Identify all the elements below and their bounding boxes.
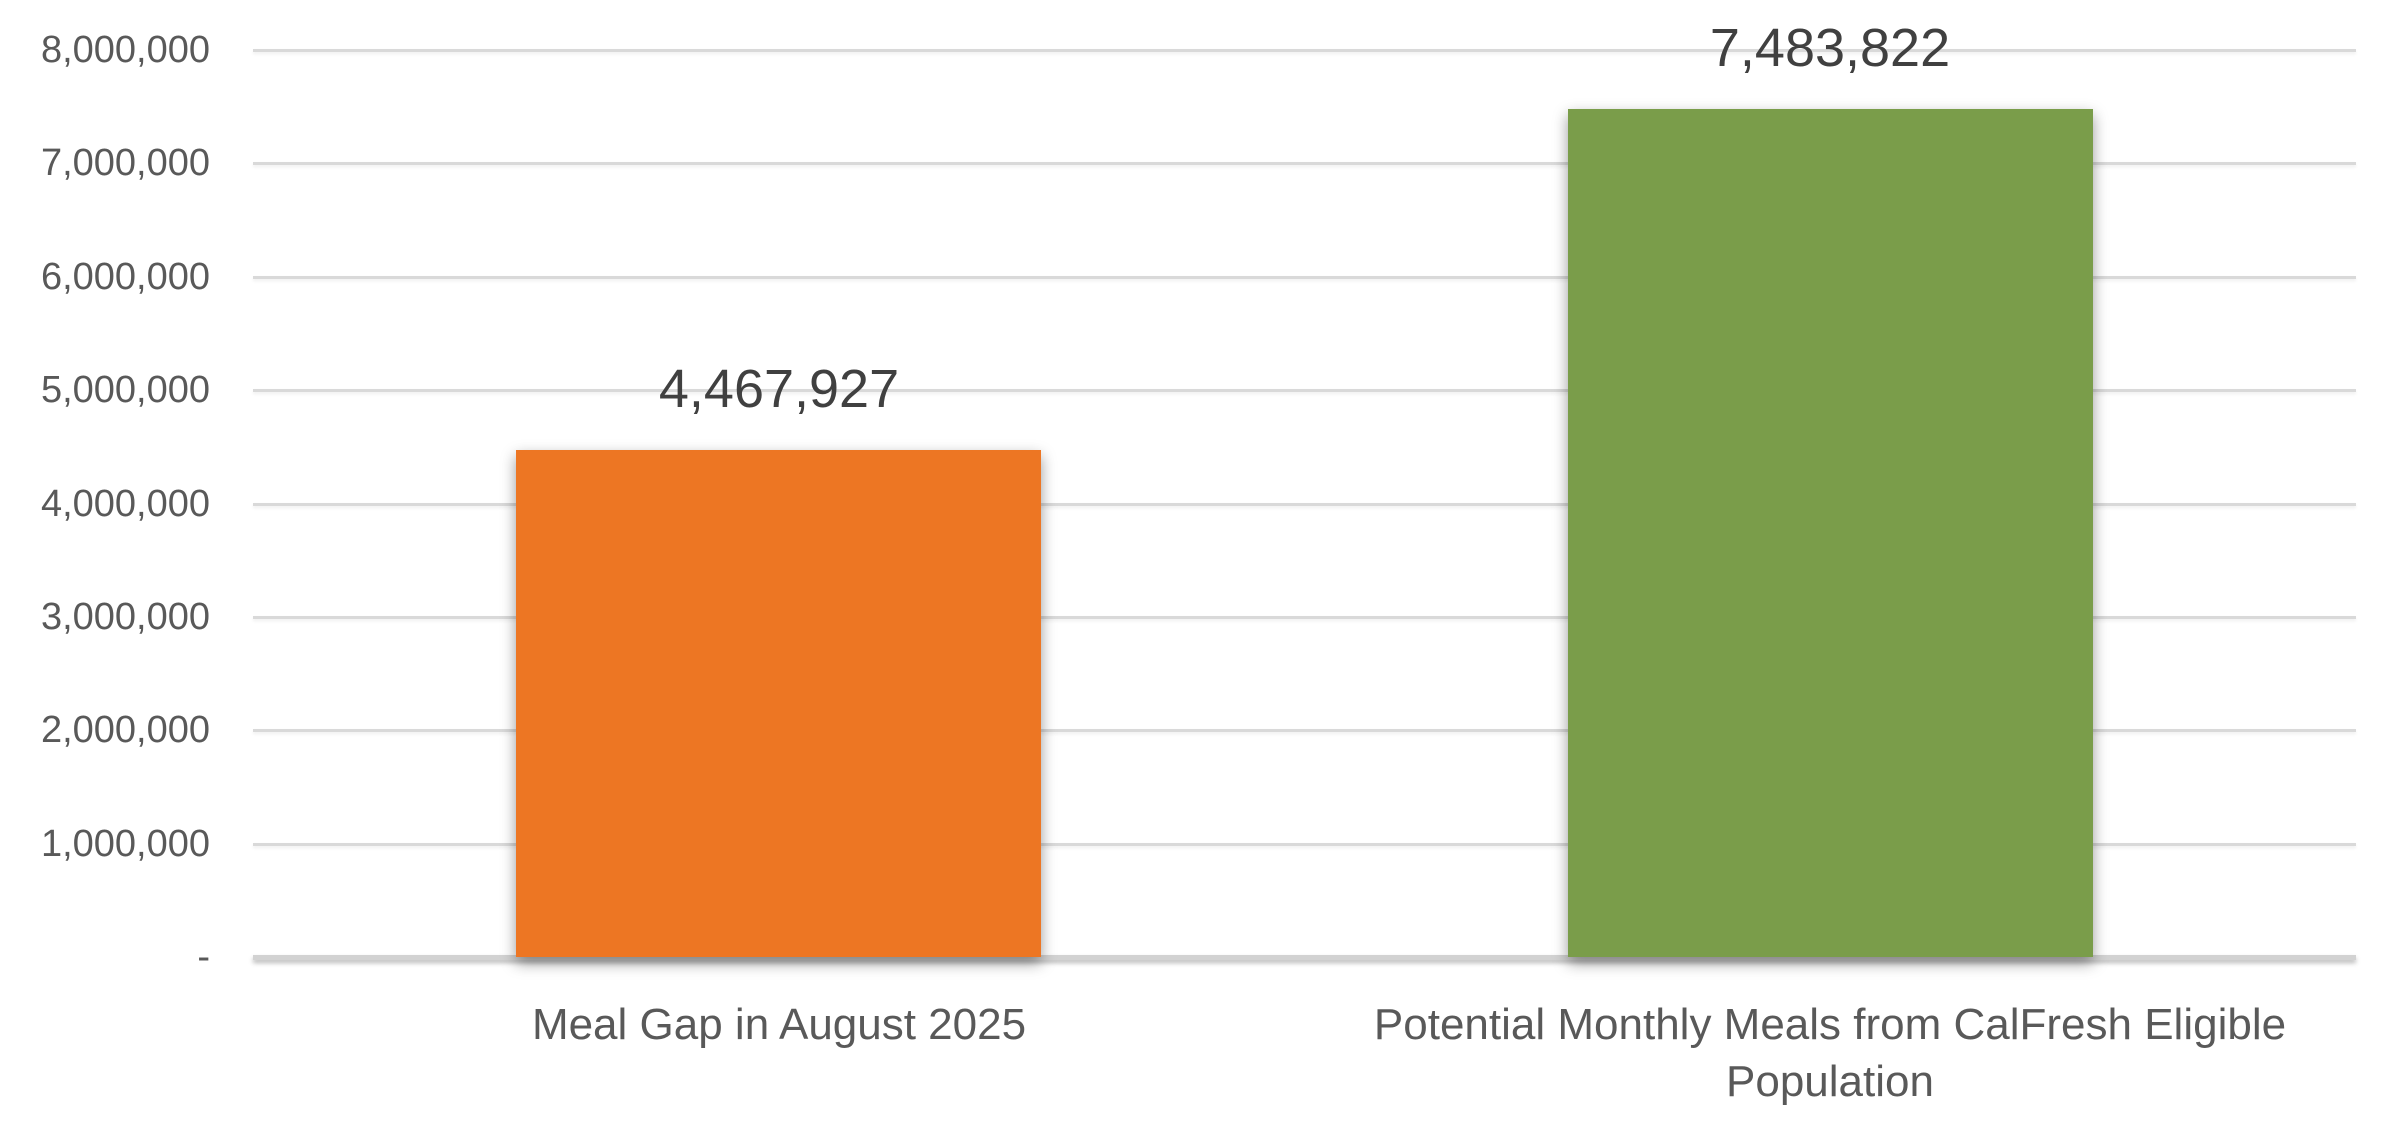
bar-2[interactable]	[1568, 109, 2093, 957]
x-axis-line	[253, 955, 2356, 960]
ytick-label: 4,000,000	[40, 483, 210, 525]
gridline	[253, 843, 2356, 846]
ytick-label: 7,000,000	[40, 142, 210, 184]
gridline	[253, 616, 2356, 619]
gridline	[253, 503, 2356, 506]
ytick-label: 1,000,000	[40, 823, 210, 865]
gridline	[253, 729, 2356, 732]
value-label: 4,467,927	[658, 359, 900, 419]
gridline	[253, 389, 2356, 392]
value-label: 7,483,822	[1709, 18, 1951, 78]
gridline	[253, 276, 2356, 279]
gridline	[253, 162, 2356, 165]
bar-1[interactable]	[516, 450, 1041, 957]
ytick-label: -	[197, 936, 210, 978]
ytick-label: 5,000,000	[40, 369, 210, 411]
ytick-label: 3,000,000	[40, 596, 210, 638]
ytick-label: 6,000,000	[40, 256, 210, 298]
ytick-label: 8,000,000	[40, 29, 210, 71]
ytick-label: 2,000,000	[40, 709, 210, 751]
category-label: Meal Gap in August 2025	[531, 1000, 1027, 1049]
gridline	[253, 49, 2356, 52]
category-label: Potential Monthly Meals from CalFresh El…	[1373, 1000, 2287, 1106]
